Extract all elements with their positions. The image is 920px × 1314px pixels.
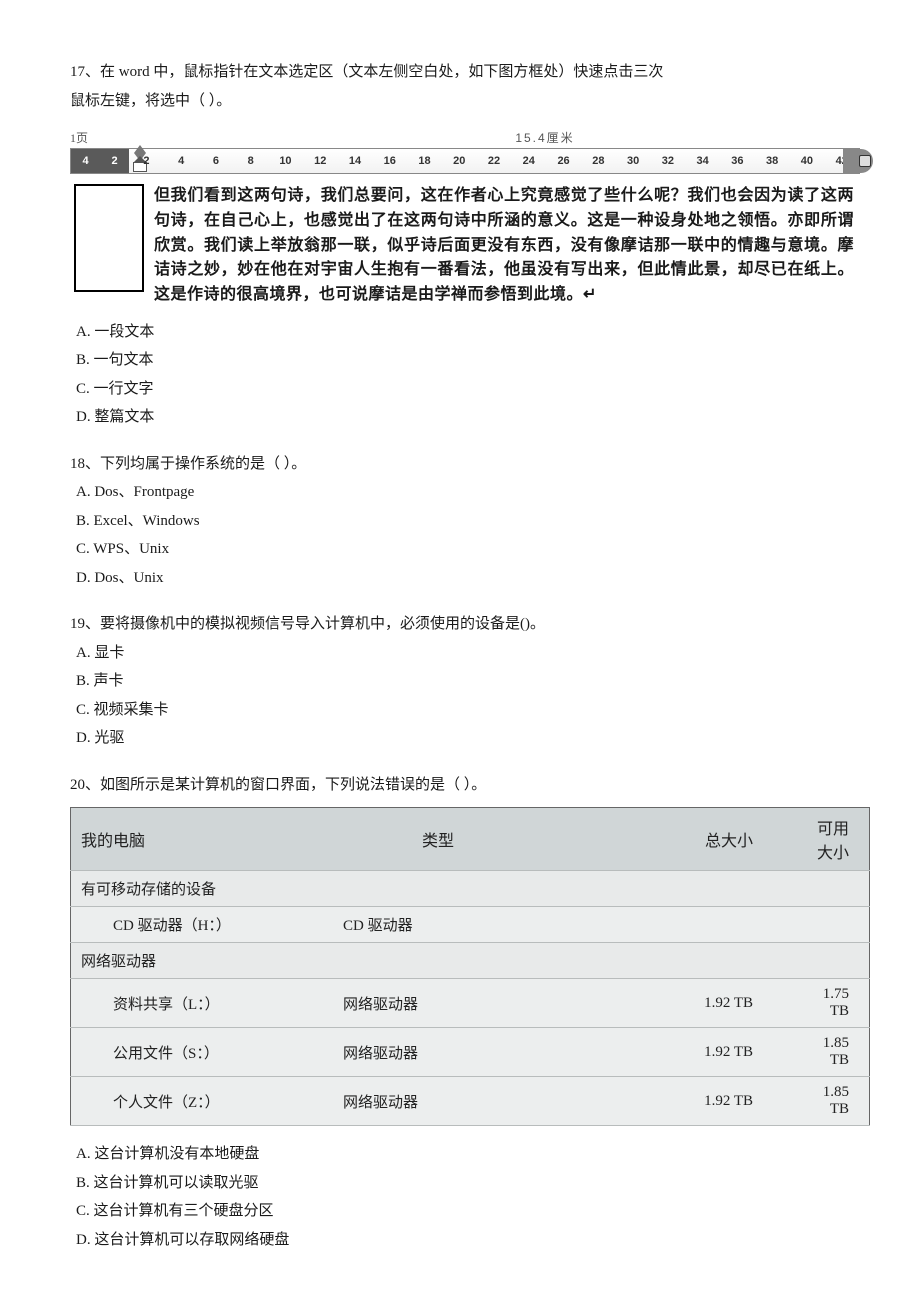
q17-option-D[interactable]: D. 整篇文本 xyxy=(76,403,880,432)
selection-region-box xyxy=(74,184,144,292)
th-name: 我的电脑 xyxy=(71,808,334,871)
table-row: 资料共享（L：） 网络驱动器 1.92 TB 1.75 TB xyxy=(71,979,870,1028)
cell-name: CD 驱动器（H：） xyxy=(71,907,334,943)
q18-option-C[interactable]: C. WPS、Unix xyxy=(76,535,880,564)
q19-option-A[interactable]: A. 显卡 xyxy=(76,639,880,668)
table-row: CD 驱动器（H：） CD 驱动器 xyxy=(71,907,870,943)
q18-stem: 18、下列均属于操作系统的是（ ）。 xyxy=(70,450,880,479)
q19-options: A. 显卡 B. 声卡 C. 视频采集卡 D. 光驱 xyxy=(76,639,880,753)
ruler-num: 12 xyxy=(303,155,338,167)
q19-stem: 19、要将摄像机中的模拟视频信号导入计算机中，必须使用的设备是()。 xyxy=(70,610,880,639)
ruler-num: 34 xyxy=(685,155,720,167)
group-network: 网络驱动器 xyxy=(71,943,870,979)
cell-type: 网络驱动器 xyxy=(333,1028,543,1077)
q19-option-B[interactable]: B. 声卡 xyxy=(76,667,880,696)
cell-name: 公用文件（S：） xyxy=(71,1028,334,1077)
group-removable-label: 有可移动存储的设备 xyxy=(71,871,870,907)
ruler-num: 2 xyxy=(129,155,164,167)
ruler-left-dark: 4 2 xyxy=(71,149,129,173)
q20-option-C[interactable]: C. 这台计算机有三个硬盘分区 xyxy=(76,1197,880,1226)
q20-option-B[interactable]: B. 这台计算机可以读取光驱 xyxy=(76,1169,880,1198)
cell-name: 个人文件（Z：） xyxy=(71,1077,334,1126)
ruler-num: 20 xyxy=(442,155,477,167)
th-total: 总大小 xyxy=(543,808,803,871)
ruler-num: 16 xyxy=(372,155,407,167)
q18-option-B[interactable]: B. Excel、Windows xyxy=(76,507,880,536)
table-row: 个人文件（Z：） 网络驱动器 1.92 TB 1.85 TB xyxy=(71,1077,870,1126)
ruler-num: 10 xyxy=(268,155,303,167)
th-free: 可用大小 xyxy=(803,808,870,871)
q20-options: A. 这台计算机没有本地硬盘 B. 这台计算机可以读取光驱 C. 这台计算机有三… xyxy=(76,1140,880,1254)
q17-stem-line2: 鼠标左键，将选中（ ）。 xyxy=(70,87,880,116)
ruler-num: 40 xyxy=(790,155,825,167)
q20-stem: 20、如图所示是某计算机的窗口界面，下列说法错误的是（ ）。 xyxy=(70,771,880,800)
cell-type: CD 驱动器 xyxy=(333,907,543,943)
table-header-row: 我的电脑 类型 总大小 可用大小 xyxy=(71,808,870,871)
ruler-num: 4 xyxy=(164,155,199,167)
ruler-left-num: 4 xyxy=(82,155,88,167)
q18-options: A. Dos、Frontpage B. Excel、Windows C. WPS… xyxy=(76,478,880,592)
ruler-num: 26 xyxy=(546,155,581,167)
paragraph-text: 但我们看到这两句诗，我们总要问，这在作者心上究竟感觉了些什么呢？我们也会因为读了… xyxy=(154,187,854,303)
q17-option-B[interactable]: B. 一句文本 xyxy=(76,346,880,375)
cell-name: 资料共享（L：） xyxy=(71,979,334,1028)
ruler-num: 30 xyxy=(616,155,651,167)
doc-body: 但我们看到这两句诗，我们总要问，这在作者心上究竟感觉了些什么呢？我们也会因为读了… xyxy=(70,184,860,308)
cell-free: 1.75 TB xyxy=(803,979,870,1028)
cell-total: 1.92 TB xyxy=(543,1028,803,1077)
ruler-numbers: 2 4 6 8 10 12 14 16 18 20 22 24 26 28 30… xyxy=(129,149,859,173)
q20-option-A[interactable]: A. 这台计算机没有本地硬盘 xyxy=(76,1140,880,1169)
cell-free: 1.85 TB xyxy=(803,1028,870,1077)
q17-options: A. 一段文本 B. 一句文本 C. 一行文字 D. 整篇文本 xyxy=(76,318,880,432)
figure-header: 1页 15.4厘米 xyxy=(70,129,860,146)
cell-total: 1.92 TB xyxy=(543,979,803,1028)
group-removable: 有可移动存储的设备 xyxy=(71,871,870,907)
ruler-num: 8 xyxy=(233,155,268,167)
q17-stem-line1: 17、在 word 中，鼠标指针在文本选定区（文本左侧空白处，如下图方框处）快速… xyxy=(70,58,880,87)
cell-type: 网络驱动器 xyxy=(333,1077,543,1126)
ruler-num: 24 xyxy=(511,155,546,167)
q20-option-D[interactable]: D. 这台计算机可以存取网络硬盘 xyxy=(76,1226,880,1255)
cell-type: 网络驱动器 xyxy=(333,979,543,1028)
cell-free xyxy=(803,907,870,943)
word-ruler: 4 2 2 4 6 8 10 12 14 16 18 20 22 24 26 2… xyxy=(70,148,860,174)
ruler-num: 32 xyxy=(650,155,685,167)
q18-option-A[interactable]: A. Dos、Frontpage xyxy=(76,478,880,507)
ruler-num: 6 xyxy=(199,155,234,167)
cell-total xyxy=(543,907,803,943)
q19-option-D[interactable]: D. 光驱 xyxy=(76,724,880,753)
th-type: 类型 xyxy=(333,808,543,871)
group-network-label: 网络驱动器 xyxy=(71,943,870,979)
q17-option-C[interactable]: C. 一行文字 xyxy=(76,375,880,404)
cell-total: 1.92 TB xyxy=(543,1077,803,1126)
ruler-right-cap-icon xyxy=(843,149,873,173)
figure-header-right: 15.4厘米 xyxy=(230,129,860,146)
q18-option-D[interactable]: D. Dos、Unix xyxy=(76,564,880,593)
ruler-num: 14 xyxy=(338,155,373,167)
q17-word-figure: 1页 15.4厘米 4 2 2 4 6 8 10 12 14 16 18 20 … xyxy=(70,129,860,308)
q17-option-A[interactable]: A. 一段文本 xyxy=(76,318,880,347)
ruler-num: 22 xyxy=(477,155,512,167)
cell-free: 1.85 TB xyxy=(803,1077,870,1126)
ruler-num: 18 xyxy=(407,155,442,167)
q19-option-C[interactable]: C. 视频采集卡 xyxy=(76,696,880,725)
ruler-left-num: 2 xyxy=(111,155,117,167)
sample-paragraph: 但我们看到这两句诗，我们总要问，这在作者心上究竟感觉了些什么呢？我们也会因为读了… xyxy=(154,184,860,308)
ruler-num: 38 xyxy=(755,155,790,167)
ruler-num: 36 xyxy=(720,155,755,167)
ruler-num: 28 xyxy=(581,155,616,167)
drive-table: 我的电脑 类型 总大小 可用大小 有可移动存储的设备 CD 驱动器（H：） CD… xyxy=(70,807,870,1126)
table-row: 公用文件（S：） 网络驱动器 1.92 TB 1.85 TB xyxy=(71,1028,870,1077)
figure-header-left: 1页 xyxy=(70,129,230,146)
